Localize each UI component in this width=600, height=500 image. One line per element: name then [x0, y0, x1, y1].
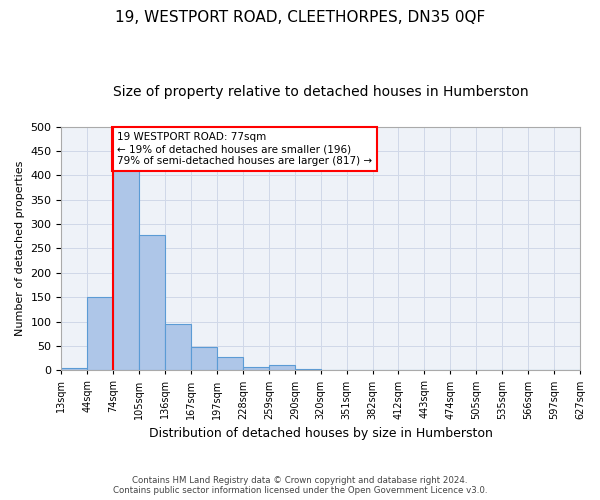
Bar — [61, 368, 88, 370]
Bar — [88, 297, 113, 370]
X-axis label: Distribution of detached houses by size in Humberston: Distribution of detached houses by size … — [149, 427, 493, 440]
Bar — [295, 369, 321, 370]
Y-axis label: Number of detached properties: Number of detached properties — [15, 160, 25, 336]
Bar — [243, 368, 269, 370]
Bar — [269, 366, 295, 370]
Bar — [139, 235, 165, 370]
Bar — [191, 347, 217, 370]
Text: Contains HM Land Registry data © Crown copyright and database right 2024.
Contai: Contains HM Land Registry data © Crown c… — [113, 476, 487, 495]
Bar — [113, 166, 139, 370]
Text: 19 WESTPORT ROAD: 77sqm
← 19% of detached houses are smaller (196)
79% of semi-d: 19 WESTPORT ROAD: 77sqm ← 19% of detache… — [117, 132, 372, 166]
Bar — [217, 357, 243, 370]
Title: Size of property relative to detached houses in Humberston: Size of property relative to detached ho… — [113, 85, 529, 99]
Bar — [165, 324, 191, 370]
Text: 19, WESTPORT ROAD, CLEETHORPES, DN35 0QF: 19, WESTPORT ROAD, CLEETHORPES, DN35 0QF — [115, 10, 485, 25]
